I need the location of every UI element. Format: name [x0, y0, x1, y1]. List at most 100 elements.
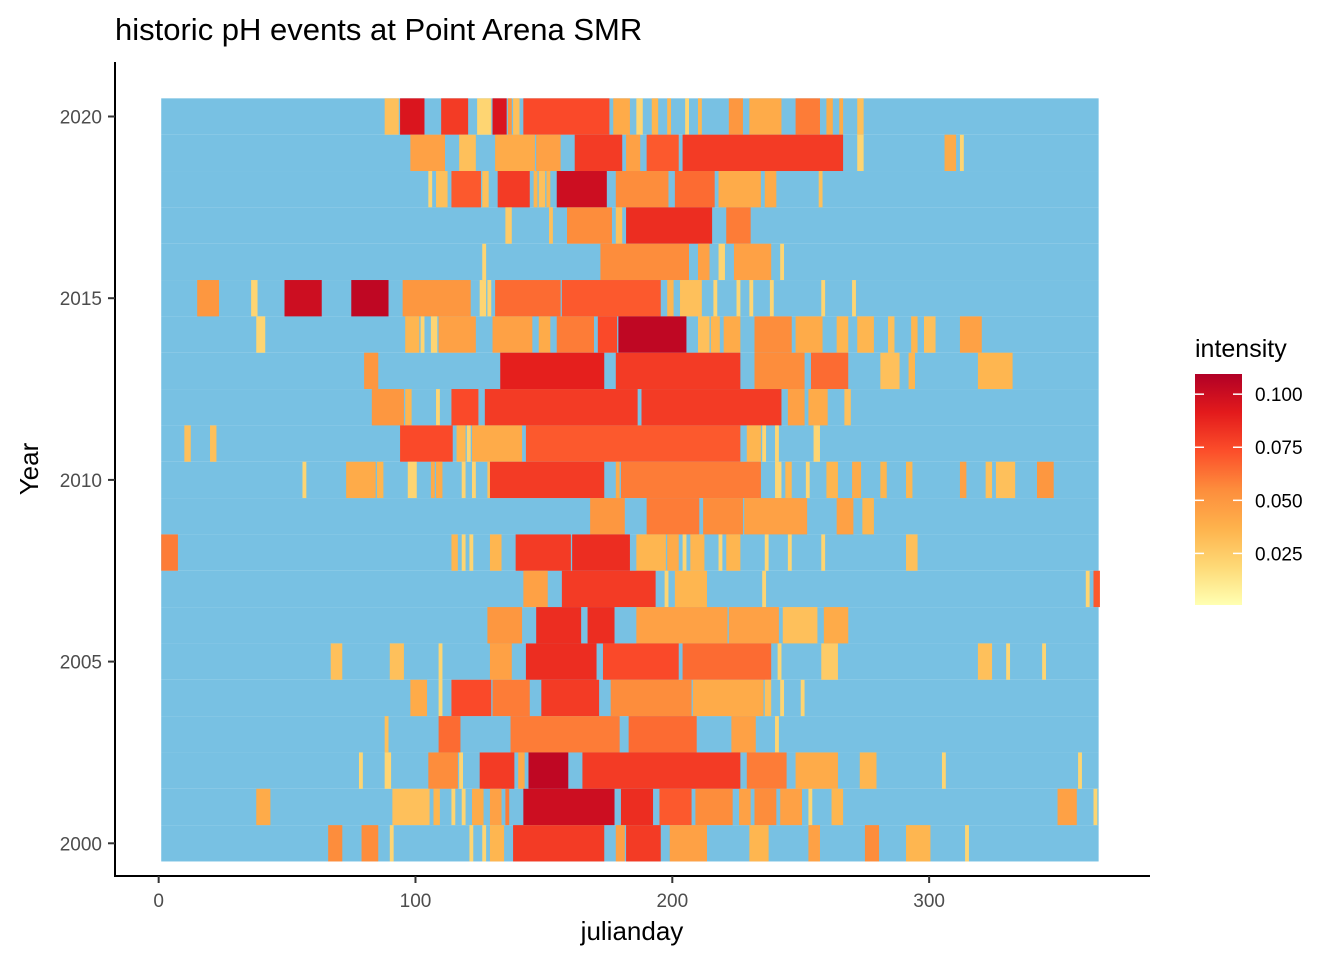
- legend-tick-label: 0.025: [1255, 544, 1303, 565]
- heatmap-cell: [733, 243, 772, 281]
- heatmap-cell: [944, 134, 957, 172]
- heatmap-cell: [436, 389, 440, 426]
- heatmap-cell: [461, 461, 466, 499]
- heatmap-cell: [674, 171, 715, 208]
- heatmap-cell: [459, 134, 476, 172]
- heatmap-cell: [626, 825, 661, 862]
- heatmap-cell: [513, 825, 605, 862]
- heatmap-cell: [489, 643, 512, 680]
- heatmap-cell: [749, 280, 754, 317]
- heatmap-cell: [795, 752, 838, 789]
- heatmap-cell: [561, 280, 661, 317]
- heatmap-cell: [438, 679, 443, 717]
- heatmap-cell: [659, 788, 692, 826]
- heatmap-cell: [651, 98, 659, 135]
- heatmap-cell: [479, 280, 487, 317]
- heatmap-cell: [497, 171, 530, 208]
- x-tick-label: 200: [656, 891, 688, 912]
- heatmap-cell: [977, 352, 1013, 390]
- heatmap-cell: [251, 280, 258, 317]
- heatmap-cell: [561, 570, 656, 608]
- heatmap-cell: [484, 389, 638, 426]
- heatmap-cell: [888, 316, 895, 353]
- heatmap-cell: [528, 752, 569, 789]
- heatmap-cell: [459, 752, 463, 789]
- heatmap-cell: [995, 461, 1016, 499]
- heatmap-cell: [718, 171, 761, 208]
- heatmap-cell: [438, 316, 476, 353]
- heatmap-cell: [402, 280, 471, 317]
- heatmap-cell: [515, 534, 571, 571]
- heatmap-cell: [667, 98, 672, 135]
- heatmap-cell: [664, 570, 669, 608]
- heatmap-cell: [959, 134, 964, 172]
- heatmap-cell: [513, 98, 520, 135]
- heatmap-cell: [864, 825, 880, 862]
- heatmap-cell: [821, 534, 826, 571]
- heatmap-cell: [461, 534, 466, 571]
- heatmap-cell: [441, 98, 469, 135]
- heatmap-cell: [726, 534, 741, 571]
- heatmap-cell: [505, 788, 510, 826]
- legend-tick-label: 0.050: [1255, 491, 1303, 512]
- heatmap-cell: [1093, 570, 1100, 608]
- heatmap-cell: [597, 316, 618, 353]
- heatmap-cell: [489, 788, 502, 826]
- heatmap-cell: [392, 788, 430, 826]
- heatmap-cell: [636, 534, 666, 571]
- heatmap-cell: [505, 207, 512, 244]
- heatmap-cell: [284, 280, 322, 317]
- heatmap-cell: [430, 316, 438, 353]
- heatmap-cell: [775, 716, 779, 753]
- heatmap-cell: [795, 98, 820, 135]
- heatmap-cell: [482, 825, 487, 862]
- heatmap-cell: [857, 134, 864, 172]
- heatmap-cell: [626, 207, 713, 244]
- y-axis-ticks: 2000 2005 2010 2015 2020: [60, 108, 115, 855]
- heatmap-cell: [405, 389, 412, 426]
- heatmap-cell: [477, 98, 492, 135]
- heatmap-cell: [495, 134, 535, 172]
- heatmap-cell: [371, 389, 404, 426]
- heatmap-cell: [1006, 643, 1011, 680]
- heatmap-cell: [746, 425, 761, 462]
- heatmap-cell: [433, 788, 440, 826]
- heatmap-cell: [489, 461, 605, 499]
- heatmap-cell: [646, 134, 679, 172]
- heatmap-cell: [471, 461, 476, 499]
- heatmap-cell: [376, 461, 384, 499]
- heatmap-cell: [546, 171, 551, 208]
- heatmap-cell: [618, 316, 687, 353]
- heatmap-cell: [1085, 570, 1090, 608]
- heatmap-cell: [836, 498, 854, 535]
- heatmap-cell: [420, 316, 425, 353]
- x-axis-ticks: 0 100 200 300: [153, 876, 945, 912]
- heatmap-cell: [692, 679, 764, 717]
- heatmap-cell: [923, 316, 936, 353]
- heatmap-cell: [723, 316, 741, 353]
- heatmap-cell: [697, 316, 710, 353]
- heatmap-cell: [844, 389, 851, 426]
- heatmap-cell: [518, 752, 525, 789]
- heatmap-cell: [857, 316, 874, 353]
- heatmap-cell: [1036, 461, 1054, 499]
- y-tick-label: 2020: [60, 108, 102, 129]
- y-tick-label: 2000: [60, 834, 102, 855]
- heatmap-cell: [826, 461, 838, 499]
- heatmap-cell: [346, 461, 376, 499]
- heatmap-cell: [703, 498, 743, 535]
- heatmap-cell: [400, 98, 425, 135]
- heatmap-cell: [492, 679, 530, 717]
- heatmap-cell: [482, 171, 489, 208]
- heatmap-cell: [184, 425, 191, 462]
- heatmap-cell: [507, 98, 512, 135]
- heatmap-cell: [461, 788, 466, 826]
- heatmap-cell: [351, 280, 389, 317]
- heatmap-cell: [775, 425, 779, 462]
- heatmap-cell: [256, 316, 266, 353]
- heatmap-cell: [965, 825, 969, 862]
- heatmap-cell: [469, 534, 474, 571]
- heatmap-cell: [787, 389, 805, 426]
- heatmap-cell: [775, 461, 782, 499]
- heatmap-row-background: [161, 607, 1099, 644]
